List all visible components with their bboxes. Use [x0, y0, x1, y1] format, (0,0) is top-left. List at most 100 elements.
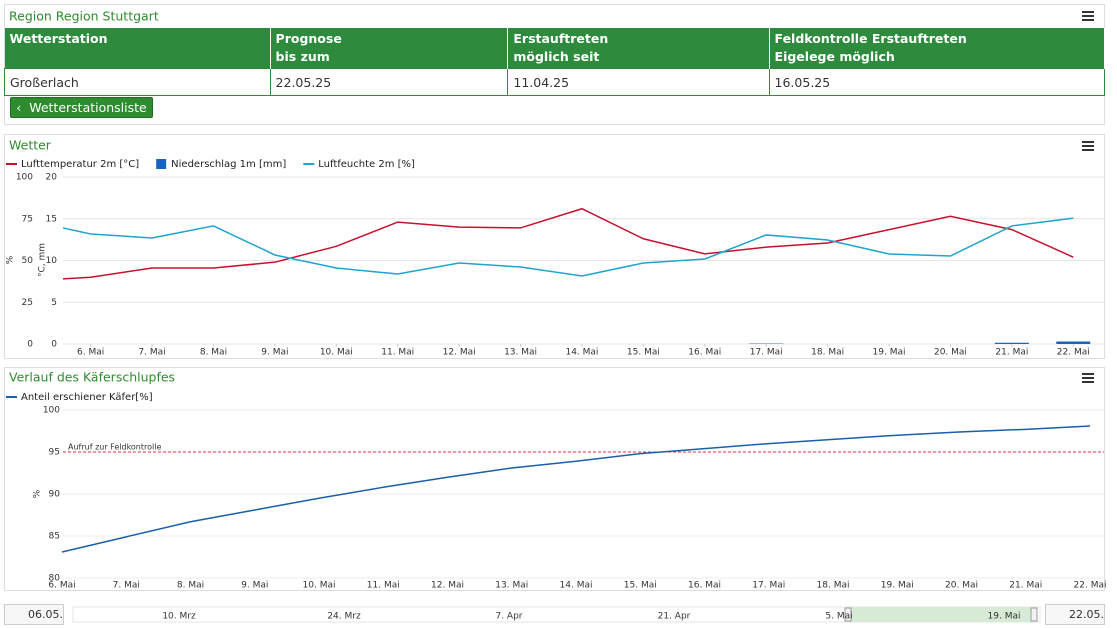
x-tick-label: 9. Mai	[261, 348, 288, 358]
menu-icon[interactable]	[1082, 11, 1094, 21]
x-tick-label: 11. Mai	[367, 581, 400, 591]
y-tick-label: 95	[49, 448, 60, 458]
legend-label: Luftfeuchte 2m [%]	[318, 159, 415, 170]
x-tick-label: 8. Mai	[200, 348, 227, 358]
button-label: Wetterstationsliste	[29, 100, 147, 115]
y-tick-label: 100	[16, 173, 33, 183]
x-tick-label: 10. Mai	[303, 581, 336, 591]
column-header: Prognose bis zum	[270, 28, 509, 69]
panel	[4, 134, 1105, 359]
y-tick-label: 50	[22, 256, 34, 266]
nav-label: 10. Mrz	[162, 612, 196, 622]
nav-label: 5. Mai	[825, 612, 852, 622]
legend-label: Niederschlag 1m [mm]	[171, 159, 286, 170]
x-tick-label: 9. Mai	[241, 581, 268, 591]
table-cell: Großerlach	[4, 68, 271, 96]
x-tick-label: 17. Mai	[750, 348, 783, 358]
legend-label: Anteil erschiener Käfer[%]	[21, 392, 153, 403]
chart-title: Verlauf des Käferschlupfes	[9, 370, 175, 385]
y-tick-label: 90	[49, 490, 61, 500]
legend-swatch	[156, 159, 167, 169]
panel	[4, 367, 1105, 591]
date-box[interactable]	[1045, 604, 1105, 625]
table-cell: 16.05.25	[768, 68, 1106, 96]
table-body: Großerlach 22.05.25 11.04.25 16.05.25	[4, 68, 1106, 96]
date-box[interactable]	[4, 604, 64, 625]
y2-tick-label: 15	[46, 214, 57, 224]
header-row: Wetterstation Prognose bis zum Erstauftret…	[4, 28, 1106, 69]
x-tick-label: 21. Mai	[1009, 581, 1042, 591]
x-tick-label: 8. Mai	[177, 581, 204, 591]
nav-label: 24. Mrz	[327, 612, 361, 622]
x-tick-label: 6. Mai	[48, 581, 75, 591]
x-tick-label: 7. Mai	[113, 581, 140, 591]
table-row: Großerlach 22.05.25 11.04.25 16.05.25	[4, 68, 1106, 96]
x-tick-label: 7. Mai	[138, 348, 165, 358]
x-tick-label: 19. Mai	[873, 348, 906, 358]
nav-selection[interactable]	[845, 607, 1037, 622]
column-header: Erstauftreten möglich seit	[507, 28, 770, 69]
x-tick-label: 12. Mai	[431, 581, 464, 591]
legend-label: Lufttemperatur 2m [°C]	[21, 159, 139, 170]
y2-tick-label: 0	[51, 340, 57, 350]
x-tick-label: 10. Mai	[320, 348, 353, 358]
nav-label: 21. Apr	[658, 612, 691, 622]
y-axis-label: %	[6, 255, 16, 264]
back-button[interactable]: ‹ Wetterstationsliste	[10, 97, 153, 118]
y-tick-label: 75	[22, 214, 33, 224]
x-tick-label: 20. Mai	[934, 348, 967, 358]
x-tick-label: 22. Mai	[1057, 348, 1090, 358]
column-header: Feldkontrolle Erstauftreten Eigelege mög…	[769, 28, 1106, 69]
x-tick-label: 11. Mai	[381, 348, 414, 358]
x-tick-label: 13. Mai	[495, 581, 528, 591]
nav-handle[interactable]	[844, 607, 852, 622]
nav-label: 7. Apr	[495, 612, 522, 622]
y-tick-label: 80	[49, 574, 61, 584]
chart-title: Wetter	[9, 138, 52, 153]
y-tick-label: 85	[49, 532, 60, 542]
y-tick-label: 25	[22, 298, 33, 308]
bar	[994, 342, 1029, 344]
y-tick-label: 0	[27, 340, 33, 350]
x-tick-label: 13. Mai	[504, 348, 537, 358]
y2-tick-label: 20	[46, 173, 58, 183]
x-tick-label: 14. Mai	[565, 348, 598, 358]
column-header: Wetterstation	[4, 28, 271, 69]
y-tick-label: 100	[43, 406, 60, 416]
x-tick-label: 16. Mai	[688, 348, 721, 358]
x-tick-label: 16. Mai	[688, 581, 721, 591]
data-line	[61, 425, 1091, 553]
x-tick-label: 18. Mai	[811, 348, 844, 358]
nav-track	[72, 606, 1041, 623]
x-tick-label: 18. Mai	[817, 581, 850, 591]
x-tick-label: 12. Mai	[443, 348, 476, 358]
table-cell: 22.05.25	[269, 68, 509, 96]
nav-start: 06.05.	[28, 608, 63, 621]
y2-axis-label: °C, mm	[38, 243, 48, 277]
x-tick-label: 21. Mai	[995, 348, 1028, 358]
x-tick-label: 19. Mai	[881, 581, 914, 591]
nav-label: 19. Mai	[988, 612, 1021, 622]
menu-icon[interactable]	[1082, 373, 1094, 383]
navigator: 06.05. 22.05.	[4, 604, 1105, 625]
x-tick-label: 6. Mai	[77, 348, 104, 358]
x-tick-label: 22. Mai	[1074, 581, 1107, 591]
nav-handle[interactable]	[1030, 607, 1038, 622]
x-tick-label: 15. Mai	[627, 348, 660, 358]
x-tick-label: 14. Mai	[560, 581, 593, 591]
x-tick-label: 20. Mai	[945, 581, 978, 591]
y2-tick-label: 10	[46, 256, 58, 266]
bar	[1056, 341, 1091, 344]
y-axis-label: %	[33, 489, 43, 498]
data-line	[62, 217, 1074, 277]
menu-icon[interactable]	[1082, 141, 1094, 151]
table-cell: 11.04.25	[507, 68, 770, 96]
plot-line-label: Aufruf zur Feldkontrolle	[68, 443, 161, 452]
data-line	[62, 207, 1074, 280]
x-tick-label: 15. Mai	[624, 581, 657, 591]
station-table: Wetterstation Prognose bis zum Erstauftret…	[4, 28, 1106, 96]
panel-title: Region Region Stuttgart	[9, 9, 159, 24]
y2-tick-label: 5	[51, 298, 57, 308]
